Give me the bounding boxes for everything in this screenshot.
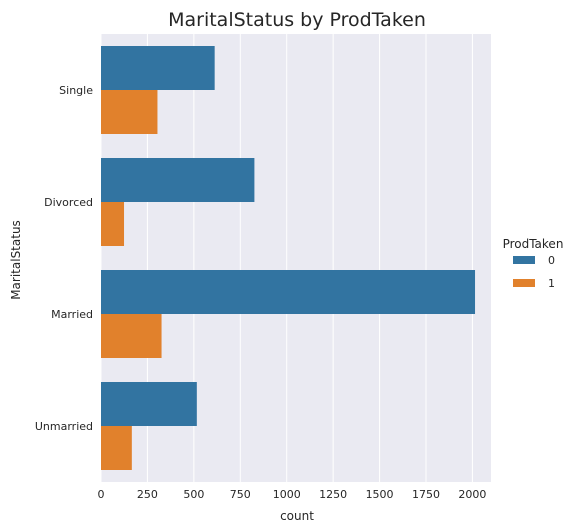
y-tick-label: Unmarried — [35, 420, 93, 433]
x-tick-label: 500 — [183, 488, 204, 501]
legend-swatch-0 — [513, 256, 535, 264]
x-tick-label: 2000 — [458, 488, 486, 501]
bar-married-0 — [101, 270, 476, 314]
y-tick-label: Divorced — [44, 196, 93, 209]
x-tick-label: 750 — [230, 488, 251, 501]
legend-title: ProdTaken — [503, 237, 564, 251]
legend-label: 1 — [548, 277, 555, 290]
legend: ProdTaken 0 1 — [503, 237, 564, 290]
x-tick-labels: 0 250 500 750 1000 1250 1500 1750 2000 — [98, 488, 487, 501]
x-tick-label: 1000 — [273, 488, 301, 501]
bar-divorced-1 — [101, 202, 125, 246]
legend-label: 0 — [548, 254, 555, 267]
chart-title: MaritalStatus by ProdTaken — [168, 9, 426, 31]
x-tick-label: 1750 — [412, 488, 440, 501]
x-tick-label: 1250 — [319, 488, 347, 501]
y-tick-label: Married — [51, 308, 93, 321]
y-tick-labels: Single Divorced Married Unmarried — [35, 84, 93, 433]
bar-divorced-0 — [101, 158, 255, 202]
x-tick-label: 1500 — [366, 488, 394, 501]
x-tick-label: 250 — [137, 488, 158, 501]
y-axis-label: MaritalStatus — [9, 220, 23, 300]
bar-unmarried-1 — [101, 426, 132, 470]
bar-single-1 — [101, 90, 158, 134]
bar-married-1 — [101, 314, 162, 358]
legend-swatch-1 — [513, 279, 535, 287]
y-tick-label: Single — [59, 84, 93, 97]
bar-single-0 — [101, 46, 215, 90]
bars — [101, 46, 476, 470]
x-tick-label: 0 — [98, 488, 105, 501]
x-axis-label: count — [280, 509, 314, 523]
bar-unmarried-0 — [101, 382, 197, 426]
